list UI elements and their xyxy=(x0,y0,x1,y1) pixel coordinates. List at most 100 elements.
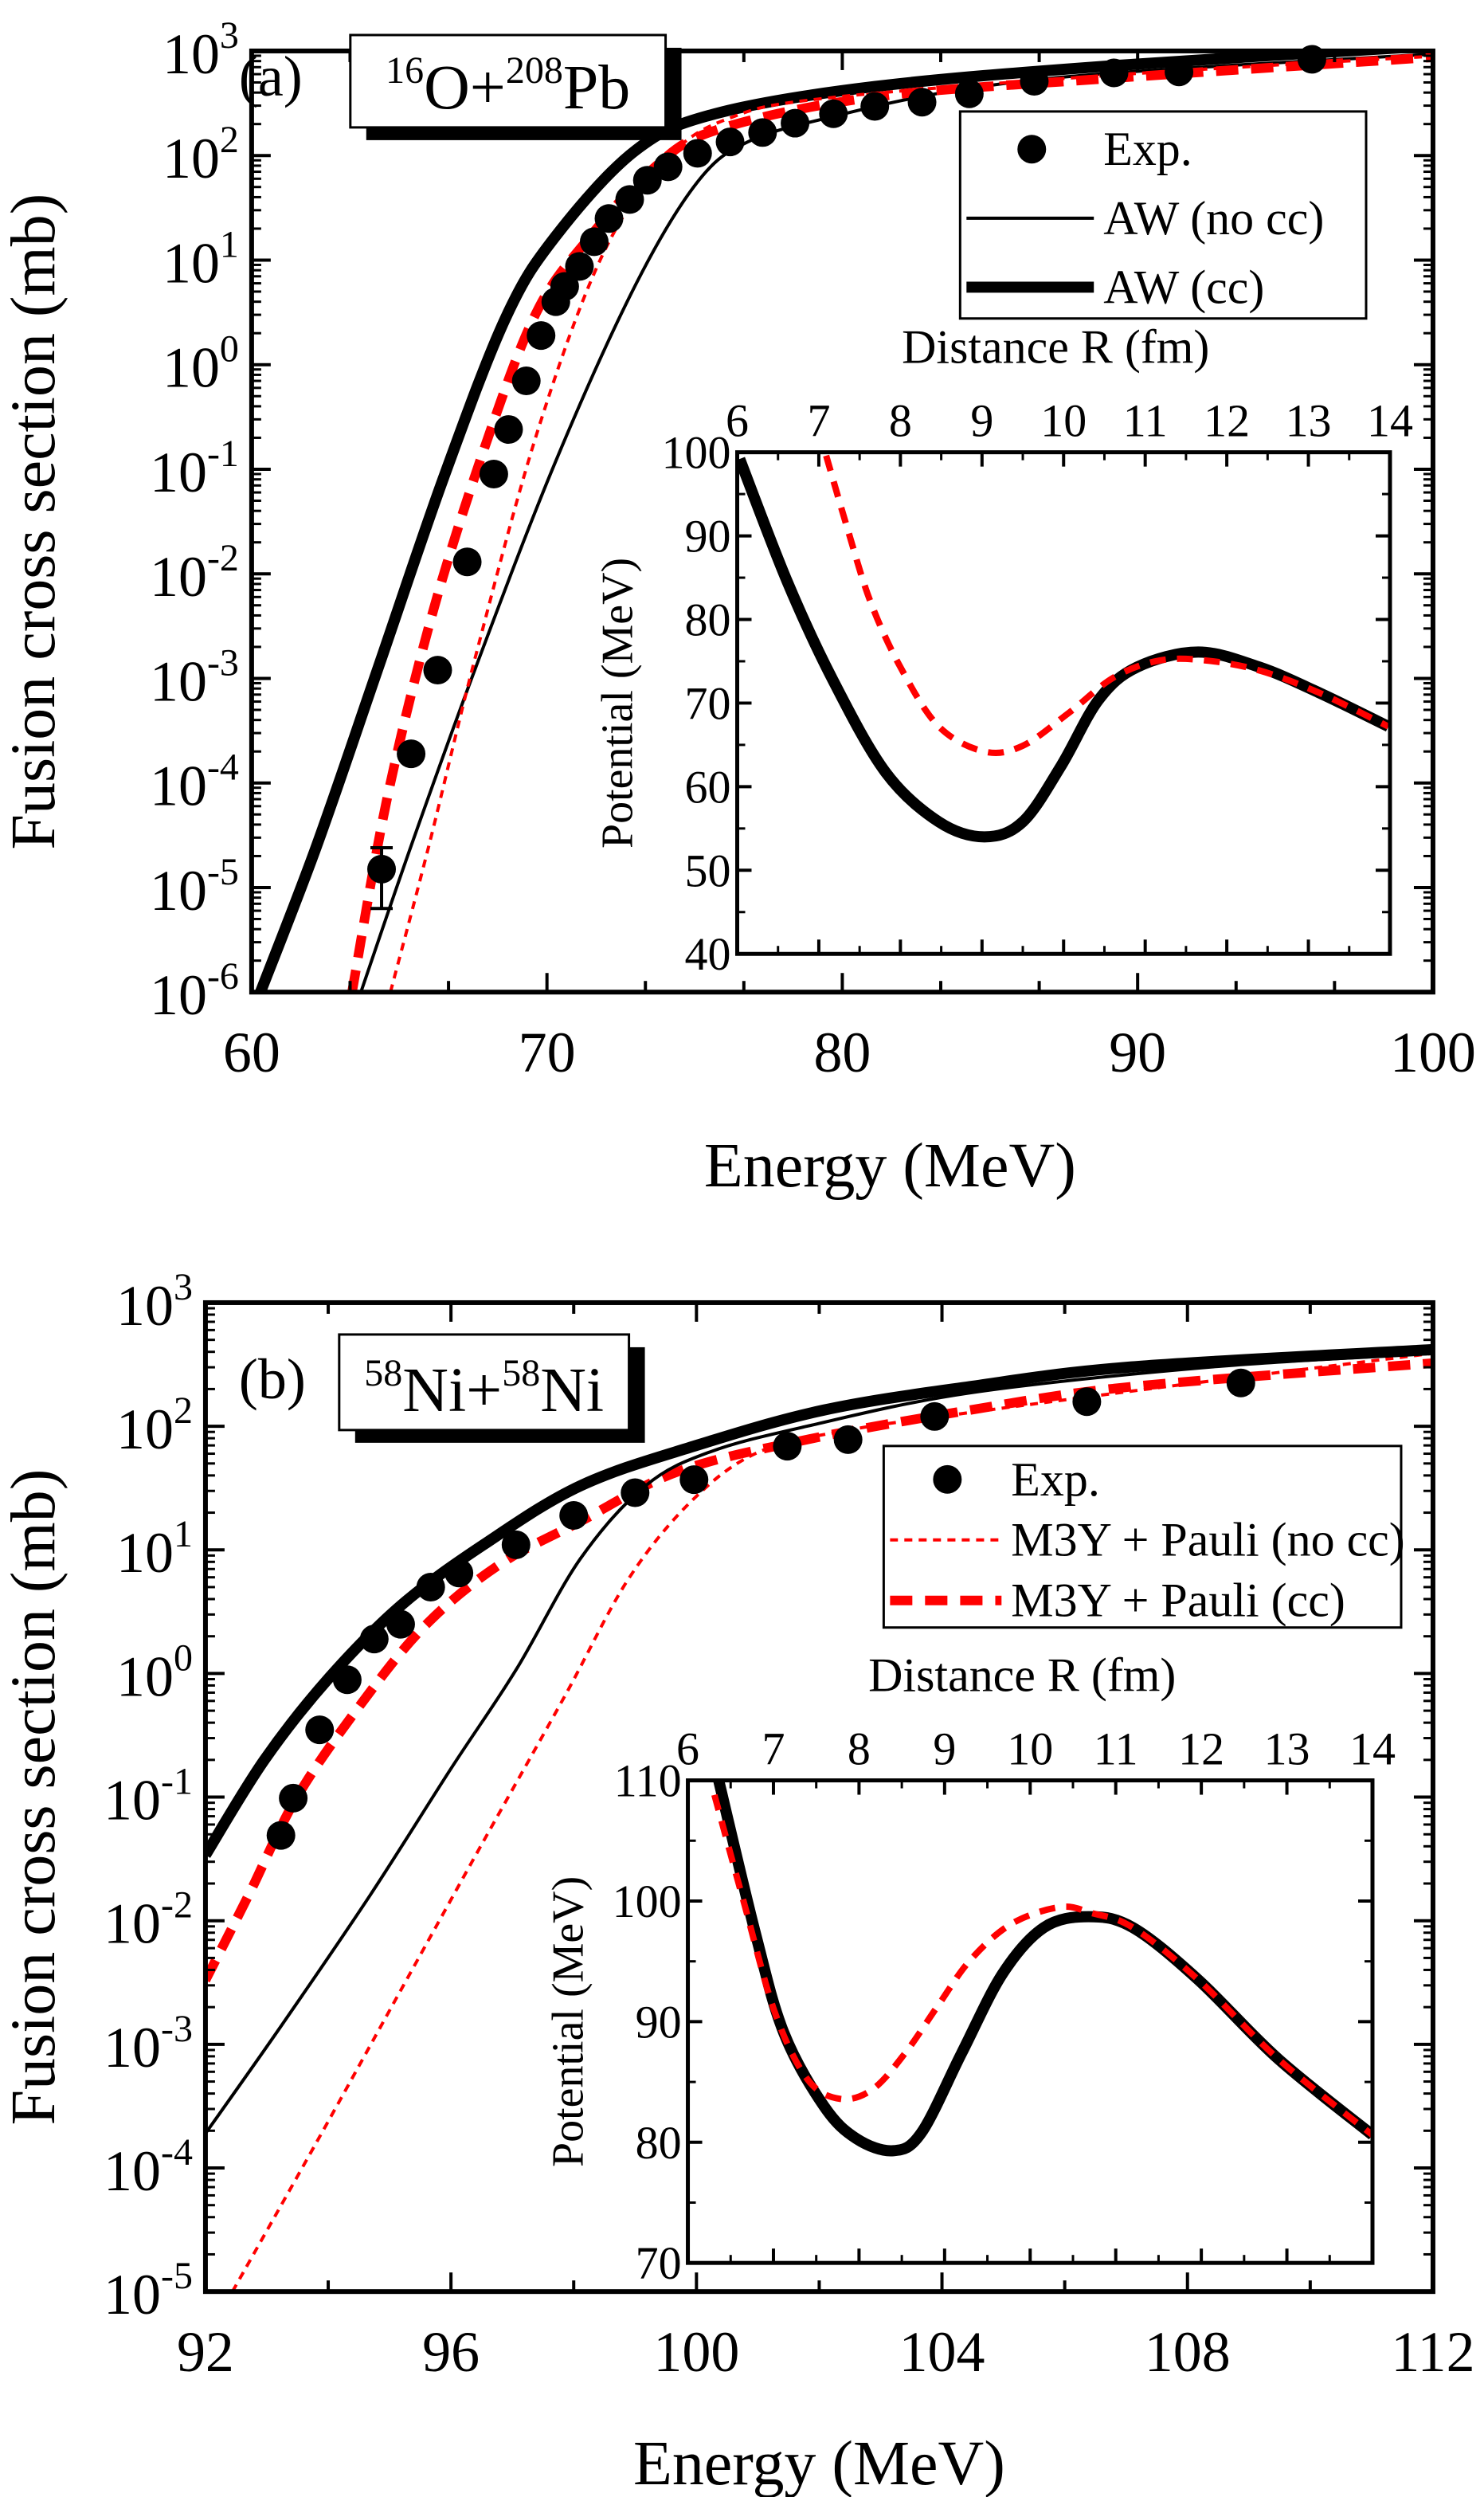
legend-label: AW (no cc) xyxy=(1103,192,1324,245)
inset-x-tick-label: 11 xyxy=(1094,1723,1138,1775)
y-tick-label: 102 xyxy=(162,119,239,190)
y-tick-label: 10-2 xyxy=(104,1884,193,1956)
y-tick-exponent: -4 xyxy=(161,2131,193,2174)
y-tick-label: 10-3 xyxy=(150,641,239,713)
curve-black-thick xyxy=(255,50,1433,993)
data-point xyxy=(332,1665,362,1695)
data-point xyxy=(444,1558,474,1588)
inset-curve-black-thick xyxy=(737,457,1390,843)
inset-y-tick-label: 80 xyxy=(636,2117,682,2169)
inset-x-tick-label: 9 xyxy=(970,395,993,447)
legend: Exp. AW (no cc) AW (cc) xyxy=(958,110,1368,320)
y-tick-exponent: -5 xyxy=(161,2255,193,2297)
inset-x-tick-label: 14 xyxy=(1367,395,1413,447)
y-tick-label: 101 xyxy=(116,1513,193,1585)
y-tick-base: 10 xyxy=(162,22,220,86)
y-tick-exponent: 0 xyxy=(220,328,239,370)
y-tick-base: 10 xyxy=(116,1521,174,1585)
data-point xyxy=(1020,67,1049,96)
y-tick-base: 10 xyxy=(150,649,207,713)
data-point xyxy=(266,1821,296,1850)
curve-red-thick-dash xyxy=(347,52,1433,993)
y-tick-label: 100 xyxy=(162,328,239,400)
data-point xyxy=(594,204,624,233)
inset-x-tick-label: 6 xyxy=(726,395,749,447)
y-tick-base: 10 xyxy=(162,231,220,295)
x-tick-label: 100 xyxy=(1390,1021,1476,1084)
y-tick-exponent: -2 xyxy=(207,537,239,579)
y-tick-exponent: 2 xyxy=(220,119,239,161)
y-tick-exponent: -4 xyxy=(207,747,239,789)
x-tick-label: 92 xyxy=(177,2320,234,2384)
inset-x-tick-label: 13 xyxy=(1286,395,1332,447)
y-tick-base: 10 xyxy=(104,2139,161,2203)
inset-x-tick-label: 12 xyxy=(1178,1723,1224,1775)
mass-number-superscript: 208 xyxy=(506,49,563,92)
data-point xyxy=(683,139,712,168)
mass-number-superscript: 16 xyxy=(386,49,424,92)
panel-label: (b) xyxy=(239,1347,306,1411)
inset-x-tick-label: 7 xyxy=(762,1723,785,1775)
data-point xyxy=(550,272,579,301)
legend-label: M3Y + Pauli (cc) xyxy=(1011,1574,1345,1627)
data-point xyxy=(416,1572,445,1601)
data-point xyxy=(833,1425,863,1454)
x-tick-label: 60 xyxy=(223,1021,280,1084)
x-axis-title: Energy (MeV) xyxy=(633,2428,1005,2497)
inset-y-tick-label: 100 xyxy=(613,1876,682,1927)
curve-red-thin-dot xyxy=(389,54,1433,993)
data-point xyxy=(305,1715,335,1745)
y-tick-exponent: 3 xyxy=(174,1266,193,1308)
data-point xyxy=(423,656,452,685)
y-tick-exponent: -1 xyxy=(161,1761,193,1803)
curve-black-thin xyxy=(205,1351,1433,2134)
data-point xyxy=(479,459,508,488)
reaction-system-label: 16O+208Pb xyxy=(386,49,630,123)
x-tick-label: 90 xyxy=(1109,1021,1166,1084)
y-tick-base: 10 xyxy=(104,2016,161,2080)
panel-b: 92 96 100 104 108 11210-510-410-310-210-11001… xyxy=(0,1266,1475,2497)
inset-curve-black-thick xyxy=(713,1780,1372,2157)
x-tick-label: 112 xyxy=(1391,2320,1474,2384)
y-tick-label: 103 xyxy=(116,1266,193,1338)
y-tick-base: 10 xyxy=(150,963,207,1027)
x-tick-label: 108 xyxy=(1145,2320,1231,2384)
data-point xyxy=(860,92,890,121)
y-tick-base: 10 xyxy=(150,545,207,609)
y-tick-label: 10-4 xyxy=(104,2131,193,2203)
data-point xyxy=(920,1401,950,1431)
inset-y-tick-label: 70 xyxy=(685,677,731,729)
data-point xyxy=(397,739,426,769)
y-tick-label: 100 xyxy=(116,1637,193,1708)
data-point xyxy=(1099,58,1129,88)
inset-x-tick-label: 10 xyxy=(1040,395,1087,447)
y-tick-base: 10 xyxy=(150,859,207,923)
y-tick-exponent: 1 xyxy=(174,1513,193,1555)
data-point xyxy=(559,1501,589,1530)
inset-curve-red-dash xyxy=(711,1793,1372,2138)
inset-y-tick-label: 70 xyxy=(636,2237,682,2289)
x-tick-label: 80 xyxy=(813,1021,871,1084)
y-tick-base: 10 xyxy=(104,1769,161,1833)
y-tick-base: 10 xyxy=(150,441,207,504)
data-point xyxy=(773,1432,802,1461)
inset-y-tick-label: 50 xyxy=(685,845,731,896)
mass-number-superscript: 58 xyxy=(502,1352,540,1394)
y-tick-exponent: 2 xyxy=(174,1390,193,1432)
y-tick-label: 101 xyxy=(162,223,239,295)
curve-red-thin-dot xyxy=(231,1351,1433,2292)
data-point xyxy=(748,118,777,147)
y-tick-exponent: 3 xyxy=(220,14,239,57)
y-tick-base: 10 xyxy=(162,336,220,400)
panel-label: (a) xyxy=(239,45,303,108)
inset-x-axis-title: Distance R (fm) xyxy=(902,321,1209,374)
panel-a: 60 70 80 90 10010-610-510-410-310-210-110010… xyxy=(0,14,1476,1201)
data-point xyxy=(653,152,683,182)
y-tick-exponent: -6 xyxy=(207,955,239,998)
y-tick-exponent: 0 xyxy=(174,1637,193,1679)
y-tick-label: 10-3 xyxy=(104,2008,193,2080)
data-point xyxy=(954,79,984,108)
legend: Exp. M3Y + Pauli (no cc) M3Y + Pauli (cc) xyxy=(882,1444,1405,1629)
element-symbol: Ni+ xyxy=(402,1355,502,1425)
element-symbol: Ni xyxy=(540,1355,604,1425)
